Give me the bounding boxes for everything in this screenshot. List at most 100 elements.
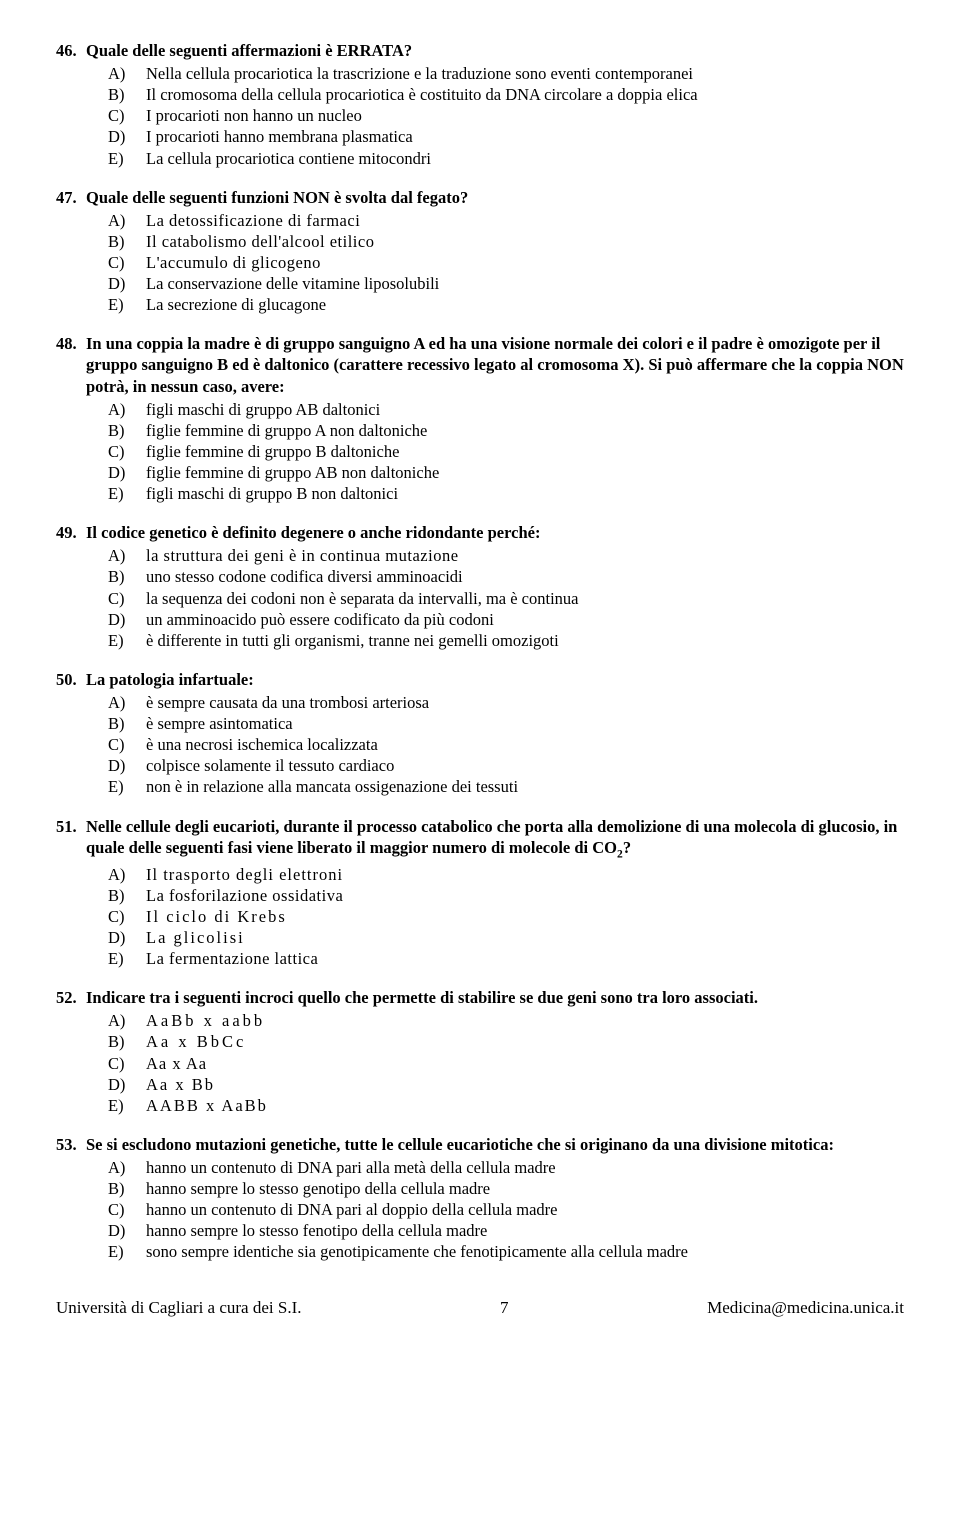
choice: A)la struttura dei geni è in continua mu… xyxy=(108,545,904,566)
choice-letter: C) xyxy=(108,1053,146,1074)
choice-text: Aa x Bb xyxy=(146,1074,904,1095)
choices: A)AaBb x aabbB)Aa x BbCcC)Aa x AaD)Aa x … xyxy=(108,1010,904,1116)
choice-text: figlie femmine di gruppo AB non daltonic… xyxy=(146,462,904,483)
choice: B)è sempre asintomatica xyxy=(108,713,904,734)
question: 53.Se si escludono mutazioni genetiche, … xyxy=(56,1134,904,1263)
choice-letter: A) xyxy=(108,545,146,566)
choice: C)la sequenza dei codoni non è separata … xyxy=(108,588,904,609)
choice-letter: C) xyxy=(108,588,146,609)
choice-text: la sequenza dei codoni non è separata da… xyxy=(146,588,904,609)
choice-letter: B) xyxy=(108,1031,146,1052)
choice: E)AABB x AaBb xyxy=(108,1095,904,1116)
choice: B)uno stesso codone codifica diversi amm… xyxy=(108,566,904,587)
choice: C)L'accumulo di glicogeno xyxy=(108,252,904,273)
choice-text: è sempre asintomatica xyxy=(146,713,904,734)
question-number: 46. xyxy=(56,40,86,61)
question-stem: 52.Indicare tra i seguenti incroci quell… xyxy=(56,987,904,1008)
question: 47.Quale delle seguenti funzioni NON è s… xyxy=(56,187,904,316)
choice: D)La glicolisi xyxy=(108,927,904,948)
choice-text: La cellula procariotica contiene mitocon… xyxy=(146,148,904,169)
choice-letter: A) xyxy=(108,63,146,84)
choice-letter: A) xyxy=(108,1010,146,1031)
choice-text: La fosforilazione ossidativa xyxy=(146,885,904,906)
choice-text: La fermentazione lattica xyxy=(146,948,904,969)
question-text: Quale delle seguenti affermazioni è ERRA… xyxy=(86,40,904,61)
choice: B)Il catabolismo dell'alcool etilico xyxy=(108,231,904,252)
choice-letter: E) xyxy=(108,294,146,315)
choice-letter: B) xyxy=(108,566,146,587)
choice: C)Il ciclo di Krebs xyxy=(108,906,904,927)
question-text: Quale delle seguenti funzioni NON è svol… xyxy=(86,187,904,208)
choice: A)AaBb x aabb xyxy=(108,1010,904,1031)
choice-text: Aa x Aa xyxy=(146,1053,904,1074)
choice-text: Nella cellula procariotica la trascrizio… xyxy=(146,63,904,84)
choice-text: Il ciclo di Krebs xyxy=(146,906,904,927)
choices: A)hanno un contenuto di DNA pari alla me… xyxy=(108,1157,904,1263)
choice-letter: C) xyxy=(108,734,146,755)
question-stem: 53.Se si escludono mutazioni genetiche, … xyxy=(56,1134,904,1155)
choice-letter: D) xyxy=(108,462,146,483)
question-stem: 47.Quale delle seguenti funzioni NON è s… xyxy=(56,187,904,208)
choice-text: L'accumulo di glicogeno xyxy=(146,252,904,273)
choice-text: La glicolisi xyxy=(146,927,904,948)
choice: A)figli maschi di gruppo AB daltonici xyxy=(108,399,904,420)
choice-letter: E) xyxy=(108,1095,146,1116)
choice-text: Il catabolismo dell'alcool etilico xyxy=(146,231,904,252)
choice-letter: C) xyxy=(108,1199,146,1220)
choice-text: è differente in tutti gli organismi, tra… xyxy=(146,630,904,651)
question: 49.Il codice genetico è definito degener… xyxy=(56,522,904,651)
choice: A)Il trasporto degli elettroni xyxy=(108,864,904,885)
choice-text: sono sempre identiche sia genotipicament… xyxy=(146,1241,904,1262)
question-text: La patologia infartuale: xyxy=(86,669,904,690)
choices: A)Nella cellula procariotica la trascriz… xyxy=(108,63,904,169)
choice: C)è una necrosi ischemica localizzata xyxy=(108,734,904,755)
choice-text: figlie femmine di gruppo A non daltonich… xyxy=(146,420,904,441)
question-text: In una coppia la madre è di gruppo sangu… xyxy=(86,333,904,396)
choice-text: Il trasporto degli elettroni xyxy=(146,864,904,885)
choice-letter: A) xyxy=(108,692,146,713)
choice: A)Nella cellula procariotica la trascriz… xyxy=(108,63,904,84)
choice-letter: E) xyxy=(108,148,146,169)
choice: B)hanno sempre lo stesso genotipo della … xyxy=(108,1178,904,1199)
choice-text: la struttura dei geni è in continua muta… xyxy=(146,545,904,566)
question-stem: 51.Nelle cellule degli eucarioti, durant… xyxy=(56,816,904,862)
question-number: 51. xyxy=(56,816,86,837)
question-number: 52. xyxy=(56,987,86,1008)
choice-letter: E) xyxy=(108,948,146,969)
question-text: Nelle cellule degli eucarioti, durante i… xyxy=(86,816,904,862)
choice: A)hanno un contenuto di DNA pari alla me… xyxy=(108,1157,904,1178)
choice: A)La detossificazione di farmaci xyxy=(108,210,904,231)
choice-text: figli maschi di gruppo B non daltonici xyxy=(146,483,904,504)
choice-letter: C) xyxy=(108,441,146,462)
choice-letter: D) xyxy=(108,927,146,948)
choice-letter: B) xyxy=(108,84,146,105)
choice-text: un amminoacido può essere codificato da … xyxy=(146,609,904,630)
choice-text: figli maschi di gruppo AB daltonici xyxy=(146,399,904,420)
choice: D)I procarioti hanno membrana plasmatica xyxy=(108,126,904,147)
choice-letter: B) xyxy=(108,713,146,734)
choice: E)è differente in tutti gli organismi, t… xyxy=(108,630,904,651)
choice-letter: D) xyxy=(108,755,146,776)
question-stem: 49.Il codice genetico è definito degener… xyxy=(56,522,904,543)
choice-letter: D) xyxy=(108,273,146,294)
choice-letter: A) xyxy=(108,210,146,231)
choice: B)figlie femmine di gruppo A non daltoni… xyxy=(108,420,904,441)
choice: C)hanno un contenuto di DNA pari al dopp… xyxy=(108,1199,904,1220)
choices: A)figli maschi di gruppo AB daltoniciB)f… xyxy=(108,399,904,505)
choice-letter: B) xyxy=(108,1178,146,1199)
choice: D)Aa x Bb xyxy=(108,1074,904,1095)
choice-text: hanno un contenuto di DNA pari al doppio… xyxy=(146,1199,904,1220)
question: 50.La patologia infartuale:A)è sempre ca… xyxy=(56,669,904,798)
choice: C)Aa x Aa xyxy=(108,1053,904,1074)
choice: D)hanno sempre lo stesso fenotipo della … xyxy=(108,1220,904,1241)
choice-text: colpisce solamente il tessuto cardiaco xyxy=(146,755,904,776)
choice-text: non è in relazione alla mancata ossigena… xyxy=(146,776,904,797)
question-number: 48. xyxy=(56,333,86,354)
question-number: 50. xyxy=(56,669,86,690)
question: 51.Nelle cellule degli eucarioti, durant… xyxy=(56,816,904,970)
choice-letter: E) xyxy=(108,1241,146,1262)
choice-text: La secrezione di glucagone xyxy=(146,294,904,315)
choice-text: La conservazione delle vitamine liposolu… xyxy=(146,273,904,294)
choice-letter: B) xyxy=(108,420,146,441)
choice: E)non è in relazione alla mancata ossige… xyxy=(108,776,904,797)
